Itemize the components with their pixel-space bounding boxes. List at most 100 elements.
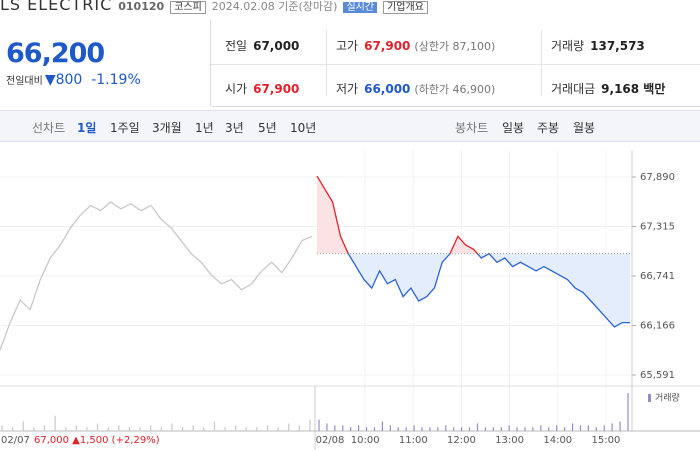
change: 전일대비 ▼800 -1.19% bbox=[6, 72, 141, 88]
volume-bar bbox=[235, 425, 237, 431]
x-tick-label: 12:00 bbox=[447, 435, 476, 446]
price: 66,200 bbox=[6, 38, 105, 69]
volume-bar bbox=[405, 427, 407, 431]
volume-bar bbox=[203, 427, 205, 431]
volume-bar bbox=[389, 425, 391, 431]
volume-bar bbox=[128, 427, 131, 431]
x-tick-label: 02/07 bbox=[1, 435, 30, 446]
badge[interactable]: 기업개요 bbox=[383, 1, 428, 14]
volume-bar bbox=[43, 425, 46, 431]
x-tick-label: 13:00 bbox=[495, 435, 524, 446]
stat-label: 고가 bbox=[336, 39, 359, 53]
y-tick-label: 65,591 bbox=[640, 370, 675, 381]
volume-bar bbox=[429, 427, 431, 431]
stock-code: 010120 bbox=[118, 0, 165, 13]
stat: 저가 66,000 (하한가 46,900) bbox=[336, 80, 495, 97]
stat-value: 137,573 bbox=[590, 39, 645, 53]
stat-value: 9,168 백만 bbox=[601, 82, 666, 96]
volume-bar bbox=[532, 427, 534, 431]
x-tick-label: 15:00 bbox=[592, 435, 621, 446]
tab[interactable]: 1주일 bbox=[110, 121, 140, 135]
volume-bar bbox=[65, 427, 67, 431]
volume-bar bbox=[75, 425, 77, 431]
volume-bar bbox=[298, 425, 300, 431]
tab[interactable]: 일봉 bbox=[502, 121, 525, 135]
volume-bar bbox=[342, 425, 344, 431]
price-line bbox=[316, 175, 490, 254]
volume-bar bbox=[22, 421, 24, 431]
stat-value: 67,900 bbox=[364, 39, 411, 53]
volume-bar bbox=[171, 423, 173, 431]
tab-label: 선차트 bbox=[32, 121, 66, 135]
volume-bar bbox=[524, 427, 526, 431]
volume-bar bbox=[484, 427, 486, 431]
volume-bar bbox=[516, 427, 518, 431]
tab[interactable]: 3년 bbox=[225, 121, 244, 135]
divider bbox=[211, 64, 700, 65]
volume-bar bbox=[192, 425, 194, 431]
volume-bar bbox=[118, 425, 120, 431]
stat-value: 67,900 bbox=[253, 82, 300, 96]
area-up bbox=[317, 176, 630, 254]
stat-value: 67,000 bbox=[253, 39, 300, 53]
y-tick-label: 67,890 bbox=[640, 172, 675, 183]
area-down bbox=[317, 253, 630, 327]
volume-bar bbox=[266, 425, 269, 431]
volume-bar bbox=[556, 425, 558, 431]
tabs: 선차트 1일 1주일 3개월 1년 3년 5년 10년 봉차트 일봉 주봉 월봉 bbox=[0, 110, 700, 142]
quote-panel: 66,200 전일대비 ▼800 -1.19% bbox=[0, 20, 211, 106]
volume-bar bbox=[150, 425, 152, 431]
tab[interactable]: 1년 bbox=[195, 121, 214, 135]
volume-bar bbox=[579, 425, 582, 431]
volume-bar bbox=[96, 423, 99, 431]
volume-bar bbox=[397, 427, 399, 431]
change-rate: -1.19% bbox=[91, 72, 141, 88]
volume-bar bbox=[245, 427, 247, 431]
tab-label: 봉차트 bbox=[455, 121, 489, 135]
x-tick-label: 11:00 bbox=[399, 435, 428, 446]
tab[interactable]: 3개월 bbox=[152, 121, 182, 135]
volume-bar bbox=[571, 423, 574, 431]
market: 코스피 bbox=[170, 1, 206, 14]
y-tick-label: 67,315 bbox=[640, 222, 675, 233]
x-tick-label: 02/08 bbox=[316, 435, 345, 446]
volume-bar bbox=[461, 427, 463, 431]
volume-bar bbox=[381, 421, 383, 431]
y-tick-label: 66,166 bbox=[640, 320, 675, 331]
tab[interactable]: 월봉 bbox=[573, 121, 596, 135]
stat-label: 거래량 bbox=[551, 39, 585, 53]
stat-label: 거래대금 bbox=[551, 82, 596, 96]
tab[interactable]: 주봉 bbox=[537, 121, 560, 135]
badge[interactable]: 실시간 bbox=[343, 2, 378, 13]
tab[interactable]: 1일 bbox=[77, 121, 97, 135]
volume-bar bbox=[86, 427, 88, 431]
price-line bbox=[347, 253, 630, 328]
stat-value: 66,000 bbox=[364, 82, 411, 96]
volume-bar bbox=[445, 425, 447, 431]
volume-bar bbox=[421, 427, 423, 431]
divider bbox=[541, 30, 542, 96]
volume-bar bbox=[358, 425, 360, 431]
legend-label: 거래량 bbox=[655, 392, 680, 404]
x-tick-label: 14:00 bbox=[543, 435, 572, 446]
stat-note: (하한가 46,900) bbox=[414, 83, 496, 96]
stat-label: 시가 bbox=[225, 82, 248, 96]
volume-bar bbox=[627, 393, 629, 431]
change-value: ▼800 bbox=[44, 72, 83, 88]
stat: 거래량 137,573 bbox=[551, 37, 645, 54]
volume-bar bbox=[548, 427, 550, 431]
volume-bar bbox=[334, 425, 336, 431]
volume-bar bbox=[213, 421, 216, 431]
header: LS ELECTRIC 010120 코스피 2024.02.08 기준(장마감) 실시… bbox=[0, 0, 434, 14]
volume-bar bbox=[326, 423, 328, 431]
volume-bar bbox=[619, 421, 621, 431]
volume-bar bbox=[365, 427, 368, 431]
volume-bar bbox=[508, 425, 510, 431]
tab[interactable]: 10년 bbox=[290, 121, 317, 135]
volume-bar bbox=[181, 427, 184, 431]
volume-bar bbox=[277, 427, 279, 431]
tab[interactable]: 5년 bbox=[258, 121, 277, 135]
volume-bar bbox=[453, 427, 455, 431]
volume-bar bbox=[540, 425, 542, 431]
divider bbox=[326, 30, 327, 96]
